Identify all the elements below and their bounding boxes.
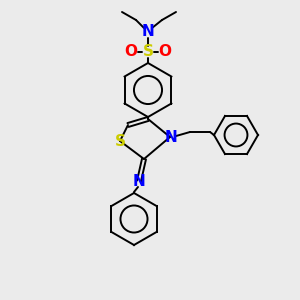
Text: S: S — [115, 134, 125, 148]
Text: S: S — [142, 44, 154, 59]
Text: O: O — [124, 44, 137, 59]
Text: N: N — [142, 25, 154, 40]
Text: N: N — [165, 130, 177, 145]
Text: N: N — [133, 173, 146, 188]
Text: O: O — [158, 44, 172, 59]
